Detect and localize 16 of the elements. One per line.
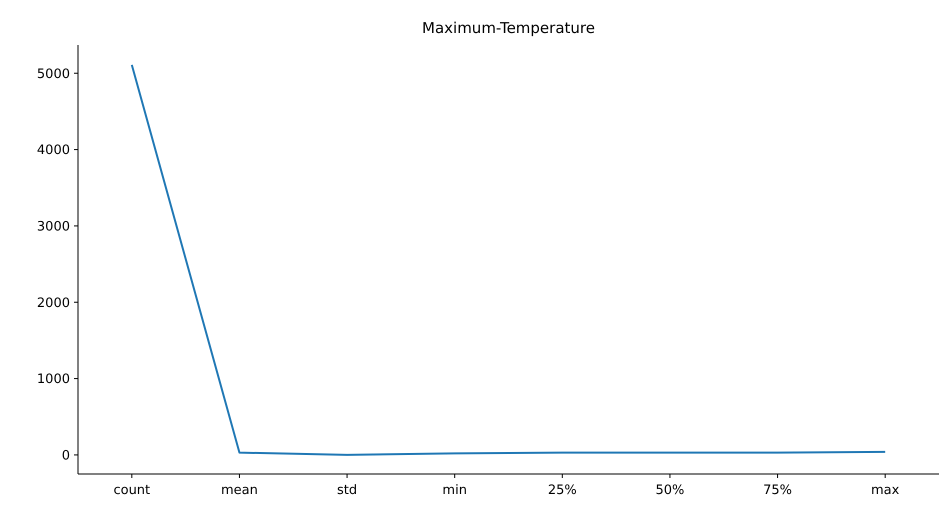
y-tick-label: 5000 (36, 66, 70, 82)
line-series (130, 64, 886, 456)
x-tick-label: 75% (763, 483, 792, 498)
x-tick-label: std (337, 483, 358, 498)
y-tick-label: 1000 (36, 372, 70, 388)
y-tick-label: 2000 (36, 296, 70, 311)
x-tick-label: min (442, 483, 467, 498)
y-tick-label: 0 (62, 448, 70, 464)
x-tick-label: 50% (655, 483, 684, 498)
x-tick-label: mean (221, 483, 258, 498)
chart-title: Maximum-Temperature (422, 19, 595, 37)
x-tick-label: 25% (548, 483, 577, 498)
x-tick-label: max (871, 483, 900, 498)
y-tick-label: 4000 (36, 143, 70, 158)
y-tick-label: 3000 (36, 219, 70, 234)
x-tick-label: count (113, 483, 150, 498)
